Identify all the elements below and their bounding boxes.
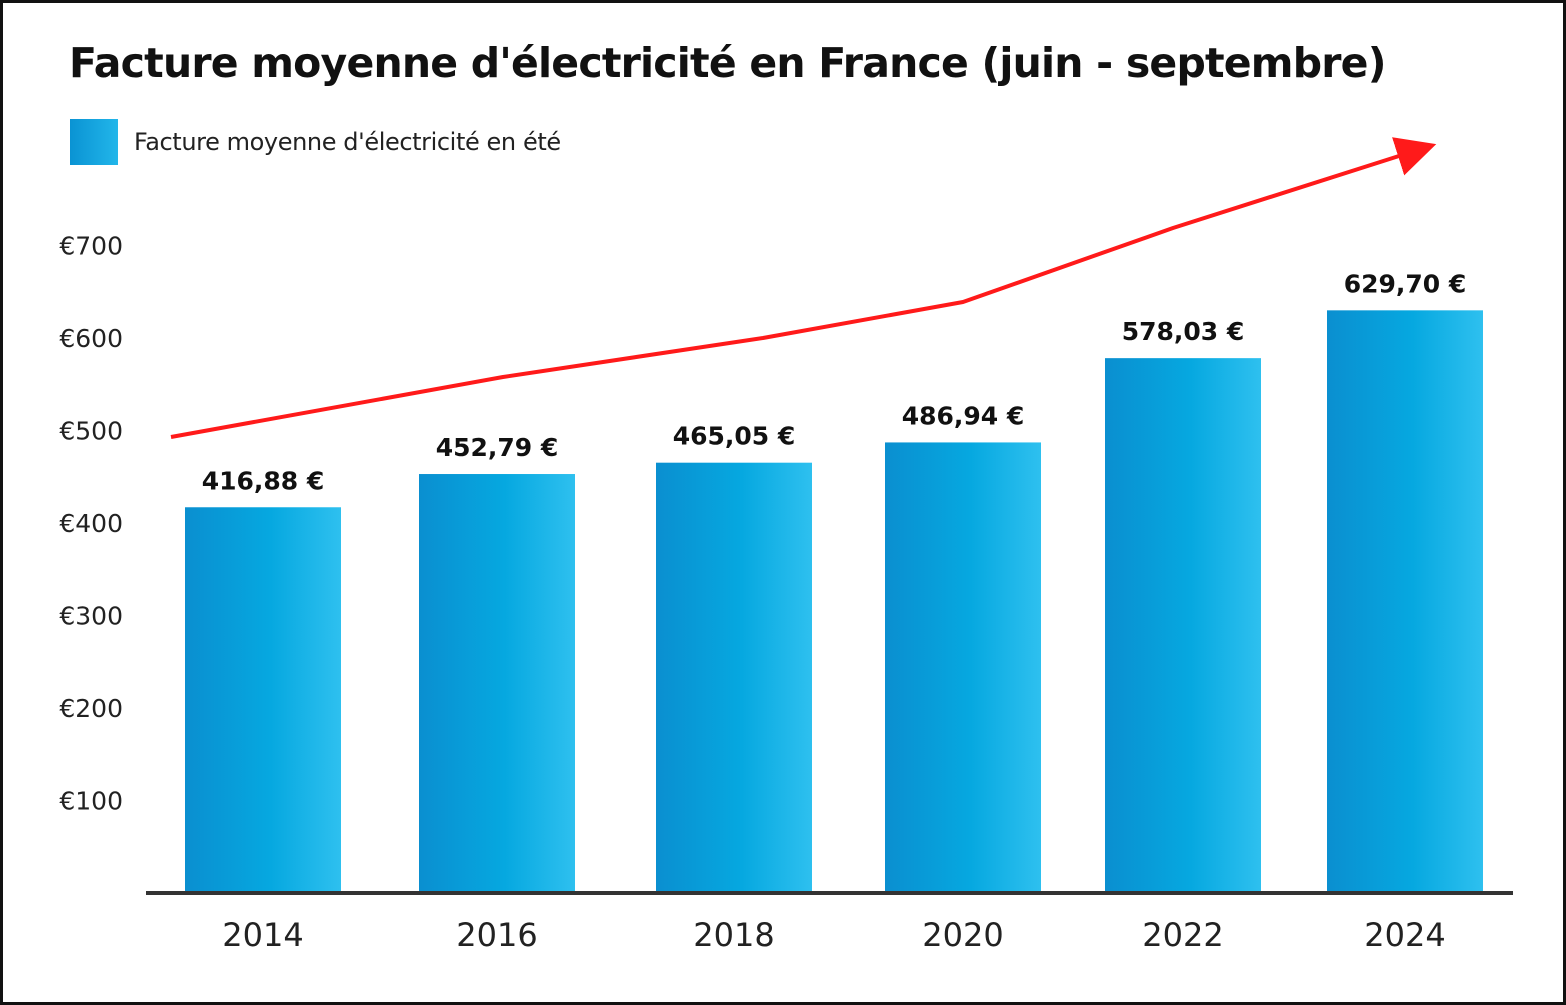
trend-arrow <box>170 137 1437 439</box>
bar-2014 <box>185 507 341 893</box>
data-label-2020: 486,94 € <box>902 401 1025 430</box>
y-tick-label: €400 <box>59 509 123 538</box>
chart-title: Facture moyenne d'électricité en France … <box>69 39 1386 87</box>
y-tick-label: €100 <box>59 786 123 815</box>
data-label-2018: 465,05 € <box>673 422 796 451</box>
data-label-2014: 416,88 € <box>202 466 325 495</box>
x-tick-label: 2024 <box>1364 916 1445 954</box>
x-tick-label: 2016 <box>456 916 537 954</box>
y-tick-label: €300 <box>59 601 123 630</box>
y-tick-label: €200 <box>59 694 123 723</box>
bar-2016 <box>419 474 575 893</box>
bar-2020 <box>885 442 1041 893</box>
bar-2022 <box>1105 358 1261 894</box>
bar-2024 <box>1327 310 1483 893</box>
y-tick-label: €500 <box>59 416 123 445</box>
data-label-2016: 452,79 € <box>436 433 559 462</box>
y-tick-label: €700 <box>59 231 123 260</box>
x-tick-label: 2020 <box>922 916 1003 954</box>
legend-label: Facture moyenne d'électricité en été <box>134 128 561 156</box>
x-tick-label: 2022 <box>1142 916 1223 954</box>
legend-swatch <box>70 119 118 165</box>
x-tick-label: 2014 <box>222 916 303 954</box>
data-label-2022: 578,03 € <box>1122 317 1245 346</box>
legend: Facture moyenne d'électricité en été <box>70 119 561 165</box>
data-label-2024: 629,70 € <box>1344 269 1467 298</box>
bar-chart: €100 €200 €300 €400 €500 €600 €700 416,88 € 2014… <box>59 137 1513 954</box>
x-tick-label: 2018 <box>693 916 774 954</box>
y-tick-label: €600 <box>59 324 123 353</box>
bar-2018 <box>656 462 812 893</box>
